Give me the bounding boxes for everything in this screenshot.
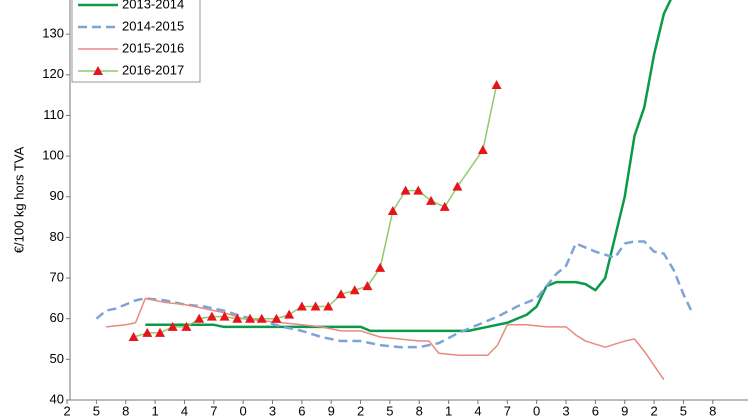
data-point <box>206 311 217 321</box>
x-tick-label: 9 <box>621 403 628 418</box>
y-tick-label: 60 <box>50 310 64 325</box>
data-point <box>491 79 502 89</box>
x-tick-label: 3 <box>562 403 569 418</box>
y-tick-label: 40 <box>50 391 64 406</box>
data-point <box>245 313 256 323</box>
series-line <box>106 297 665 381</box>
data-point <box>413 185 424 195</box>
y-axis-label: €/100 kg hors TVA <box>11 146 26 253</box>
legend-marker <box>93 66 103 75</box>
data-point <box>155 327 166 337</box>
legend-box <box>71 0 201 83</box>
series-line <box>145 0 672 333</box>
y-tick-label: 120 <box>42 66 64 81</box>
data-point <box>296 301 307 311</box>
legend-label: 2013-2014 <box>122 0 184 11</box>
x-tick-label: 9 <box>328 403 335 418</box>
data-point <box>128 331 139 341</box>
data-point <box>310 301 321 311</box>
y-tick-label: 70 <box>50 269 64 284</box>
data-point <box>375 262 386 272</box>
x-tick-label: 1 <box>445 403 452 418</box>
y-tick-label: 130 <box>42 26 64 41</box>
data-point <box>271 313 282 323</box>
data-point <box>181 321 192 331</box>
x-tick-label: 1 <box>151 403 158 418</box>
y-tick-label: 80 <box>50 229 64 244</box>
data-point <box>362 281 373 291</box>
data-point <box>349 285 360 295</box>
x-tick-label: 7 <box>210 403 217 418</box>
x-tick-label: 6 <box>592 403 599 418</box>
x-tick-label: 4 <box>181 403 188 418</box>
y-tick-label: 100 <box>42 148 64 163</box>
data-point <box>194 313 205 323</box>
data-point <box>387 205 398 215</box>
y-tick-label: 90 <box>50 188 64 203</box>
data-point <box>336 289 347 299</box>
x-tick-label: 0 <box>240 403 247 418</box>
data-point <box>400 185 411 195</box>
x-tick-label: 8 <box>416 403 423 418</box>
x-tick-label: 5 <box>680 403 687 418</box>
x-tick-label: 2 <box>357 403 364 418</box>
x-tick-label: 3 <box>269 403 276 418</box>
data-point <box>142 327 153 337</box>
y-tick-label: 110 <box>43 107 64 122</box>
data-point <box>426 195 437 205</box>
data-point <box>232 313 243 323</box>
data-point <box>219 311 230 321</box>
series-line <box>133 84 498 338</box>
x-tick-label: 8 <box>709 403 716 418</box>
data-point <box>323 301 334 311</box>
y-tick-label: 50 <box>50 351 64 366</box>
data-point <box>452 181 463 191</box>
data-point <box>256 313 267 323</box>
x-tick-label: 2 <box>63 403 70 418</box>
legend-label: 2014-2015 <box>122 18 184 33</box>
data-point <box>477 145 488 154</box>
legend: 2013-2014 2014-2015 2015-2016 2016-2017 <box>71 0 201 83</box>
data-point <box>167 321 178 331</box>
x-tick-label: 7 <box>504 403 511 418</box>
x-tick-label: 8 <box>122 403 129 418</box>
plot-area <box>95 0 695 381</box>
x-tick-label: 6 <box>298 403 305 418</box>
legend-label: 2015-2016 <box>122 40 184 55</box>
x-tick-label: 2 <box>650 403 657 418</box>
data-point <box>284 309 295 319</box>
x-tick-label: 5 <box>93 403 100 418</box>
x-tick-label: 0 <box>533 403 540 418</box>
data-point <box>439 201 450 211</box>
x-tick-label: 5 <box>386 403 393 418</box>
legend-label: 2016-2017 <box>122 62 184 77</box>
x-tick-label: 4 <box>474 403 481 418</box>
